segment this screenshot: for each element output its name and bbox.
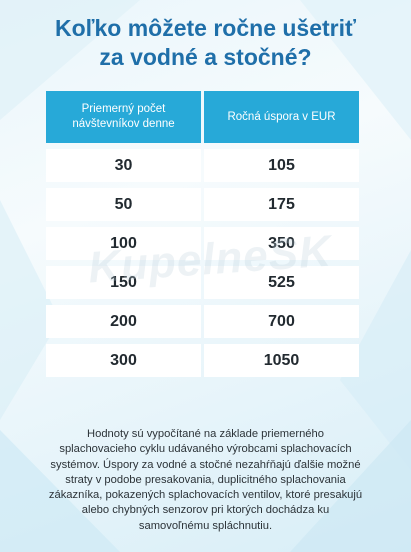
table-row: 200 700: [46, 305, 359, 338]
table-row: 50 175: [46, 188, 359, 221]
table-row: 300 1050: [46, 344, 359, 377]
footnote: Hodnoty sú vypočítané na základe priemer…: [48, 428, 363, 532]
cell-visitors: 150: [46, 266, 201, 299]
cell-savings: 700: [204, 305, 359, 338]
cell-visitors: 300: [46, 344, 201, 377]
cell-savings: 525: [204, 266, 359, 299]
cell-visitors: 50: [46, 188, 201, 221]
cell-visitors: 30: [46, 149, 201, 182]
cell-savings: 175: [204, 188, 359, 221]
table-row: 30 105: [46, 149, 359, 182]
page-title: Koľko môžete ročne ušetriť za vodné a st…: [0, 14, 411, 72]
table-header: Priemerný počet návštevníkov denne Ročná…: [46, 91, 359, 143]
cell-visitors: 100: [46, 227, 201, 260]
title-line-2: za vodné a stočné?: [99, 44, 312, 70]
title-line-1: Koľko môžete ročne ušetriť: [54, 15, 357, 41]
cell-visitors: 200: [46, 305, 201, 338]
header-savings: Ročná úspora v EUR: [201, 91, 359, 143]
savings-table: Priemerný počet návštevníkov denne Ročná…: [46, 91, 359, 377]
cell-savings: 105: [204, 149, 359, 182]
table-row: 150 525: [46, 266, 359, 299]
header-visitors: Priemerný počet návštevníkov denne: [72, 103, 175, 130]
cell-savings: 350: [204, 227, 359, 260]
table-row: 100 350: [46, 227, 359, 260]
cell-savings: 1050: [204, 344, 359, 377]
